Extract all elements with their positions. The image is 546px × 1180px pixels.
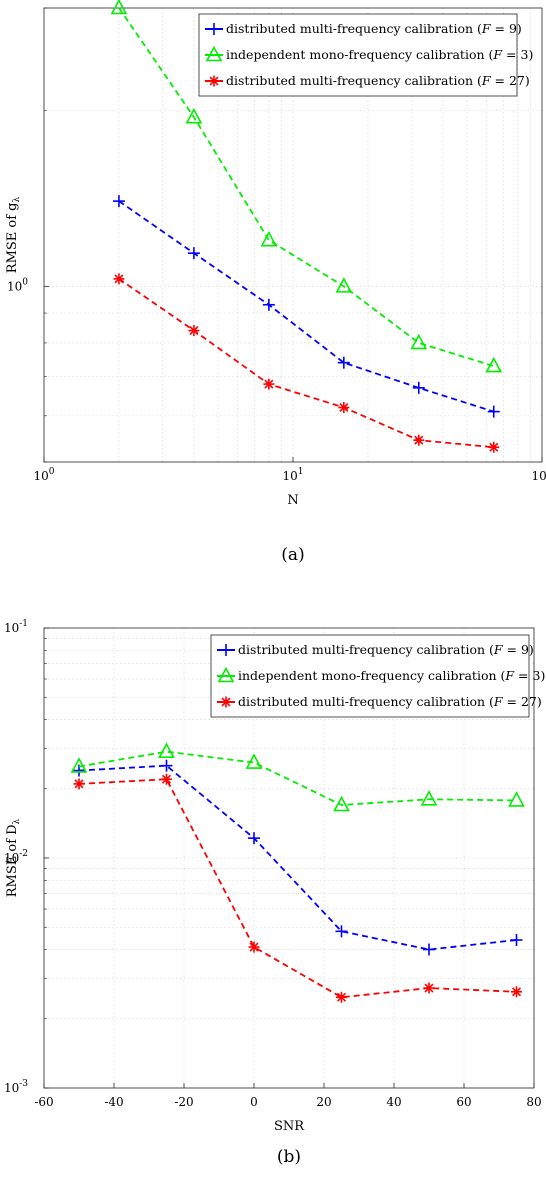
series-3-line — [78, 778, 517, 999]
series-3-point — [511, 986, 522, 998]
series-2-point — [333, 795, 350, 812]
series-1-point — [187, 247, 200, 260]
series-3-point — [338, 401, 350, 413]
legend-label: distributed multi-frequency calibration … — [238, 642, 534, 657]
series-1-point — [412, 381, 425, 394]
series-1-point — [112, 195, 125, 208]
series-1-point — [262, 298, 275, 311]
x-tick-label: 60 — [456, 1095, 471, 1109]
series-3-point — [413, 434, 425, 446]
series-3 — [73, 773, 522, 1003]
series-3-line — [118, 278, 494, 449]
series-3-point — [161, 773, 172, 785]
y-tick-label: 10-3 — [4, 1079, 28, 1095]
rmse-g-vs-n-chart: 100 101 102 100 N RMSE of gλ distributed multi… — [5, 0, 546, 565]
legend-marker — [217, 666, 235, 683]
series-2-point — [485, 356, 503, 373]
legend-marker — [220, 644, 232, 656]
x-tick-label: -40 — [104, 1095, 123, 1109]
series-2-point — [335, 277, 353, 293]
x-tick-label: -20 — [174, 1095, 193, 1109]
series-2-point — [508, 791, 525, 807]
legend-item: distributed multi-frequency calibration … — [205, 73, 530, 88]
legend-marker — [220, 696, 232, 708]
x-tick-label: -60 — [34, 1095, 53, 1109]
legend-box — [198, 13, 518, 97]
legend-label: distributed multi-frequency calibration … — [226, 21, 522, 36]
x-tick-label: 102 — [531, 467, 546, 483]
figure-caption: (a) — [281, 545, 304, 565]
series-2-point — [260, 230, 278, 247]
legend-marker — [205, 45, 223, 62]
legend-marker — [208, 23, 220, 35]
x-axis-label: SNR — [274, 1119, 305, 1134]
series-2-point — [410, 333, 428, 350]
series-2-point — [245, 753, 263, 769]
series-1-line — [118, 200, 495, 413]
legend-box — [210, 634, 530, 718]
legend: distributed multi-frequency calibration … — [210, 634, 545, 718]
series-1-line — [78, 764, 517, 951]
x-tick-label: 100 — [33, 467, 54, 483]
x-tick-label: 80 — [526, 1095, 541, 1109]
series-2 — [110, 0, 503, 373]
series-2-line — [118, 7, 495, 367]
series-3-point — [248, 941, 260, 953]
series-3-point — [488, 441, 500, 453]
series-3-point — [263, 378, 275, 390]
series-3 — [113, 273, 500, 453]
series-2-point — [420, 790, 438, 806]
y-tick-label: 100 — [7, 277, 28, 293]
legend-label: independent mono-frequency calibration (… — [226, 47, 533, 62]
series-1-point — [487, 405, 500, 418]
legend-label: distributed multi-frequency calibration … — [226, 73, 530, 88]
x-tick-label: 20 — [316, 1095, 331, 1109]
legend: distributed multi-frequency calibration … — [198, 13, 533, 97]
x-axis-label: N — [287, 493, 298, 508]
series-1-point — [423, 943, 435, 956]
series-2-point — [158, 742, 175, 758]
series-1 — [112, 195, 500, 418]
series-1-point — [510, 934, 523, 947]
x-tick-label: 40 — [386, 1095, 401, 1109]
series-2 — [70, 742, 525, 812]
y-tick-label: 10-2 — [4, 849, 28, 865]
x-tick-label: 0 — [250, 1095, 258, 1109]
legend-label: independent mono-frequency calibration (… — [238, 668, 545, 683]
y-tick-label: 10-1 — [4, 619, 28, 635]
series-3-point — [423, 982, 435, 994]
series-1 — [73, 759, 523, 956]
legend-marker — [208, 75, 220, 87]
series-2-point — [185, 107, 203, 124]
figure-caption: (b) — [277, 1147, 301, 1167]
legend-item: distributed multi-frequency calibration … — [217, 642, 534, 657]
series-2-point — [70, 757, 88, 773]
legend-item: distributed multi-frequency calibration … — [217, 694, 542, 709]
legend-item: independent mono-frequency calibration (… — [205, 45, 533, 62]
series-1-point — [73, 764, 85, 777]
y-axis-label: RMSE of gλ — [5, 196, 22, 273]
rmse-d-vs-snr-chart: -60 -40 -20 0 20 40 60 80 10-1 10-2 10-3 SNR RMSE of… — [4, 619, 545, 1167]
y-axis-label: RMSE of Dλ — [5, 818, 22, 897]
series-1-point — [335, 925, 348, 938]
series-3-point — [73, 778, 85, 790]
series-1-point — [160, 759, 173, 772]
legend-item: distributed multi-frequency calibration … — [205, 21, 522, 36]
series-2-line — [78, 750, 517, 806]
legend-item: independent mono-frequency calibration (… — [217, 666, 545, 683]
series-3-point — [188, 325, 200, 337]
series-1-point — [337, 356, 350, 369]
series-3-point — [113, 273, 125, 285]
series-2-point — [110, 0, 128, 15]
series-1-point — [248, 832, 260, 845]
series-3-point — [336, 991, 347, 1003]
x-tick-label: 101 — [282, 467, 303, 483]
legend-label: distributed multi-frequency calibration … — [238, 694, 542, 709]
